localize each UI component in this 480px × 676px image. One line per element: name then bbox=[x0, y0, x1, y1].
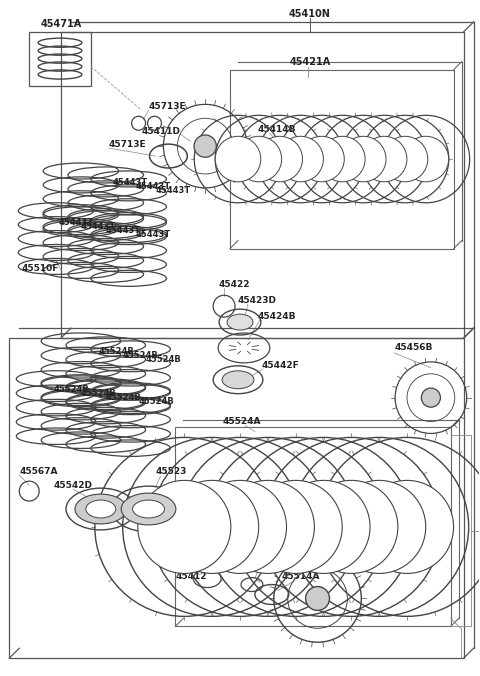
Circle shape bbox=[340, 137, 386, 182]
Text: 45412: 45412 bbox=[175, 572, 207, 581]
Circle shape bbox=[236, 137, 282, 182]
Circle shape bbox=[257, 137, 302, 182]
Text: 45524C: 45524C bbox=[175, 556, 214, 565]
Text: 45411D: 45411D bbox=[141, 126, 180, 136]
Circle shape bbox=[333, 481, 426, 573]
Text: 45524B: 45524B bbox=[139, 397, 174, 406]
Circle shape bbox=[249, 481, 342, 573]
Text: 45423D: 45423D bbox=[238, 295, 277, 305]
Text: 45524A: 45524A bbox=[222, 417, 261, 426]
Bar bbox=[175, 427, 451, 627]
Ellipse shape bbox=[86, 500, 116, 518]
Circle shape bbox=[194, 135, 216, 158]
Text: 45511E: 45511E bbox=[248, 562, 286, 571]
Text: 45414B: 45414B bbox=[258, 124, 296, 134]
Ellipse shape bbox=[121, 493, 176, 525]
Circle shape bbox=[277, 481, 370, 573]
Text: 45713E: 45713E bbox=[148, 102, 186, 111]
Circle shape bbox=[361, 137, 407, 182]
Text: 45443T: 45443T bbox=[136, 183, 171, 191]
Circle shape bbox=[306, 587, 329, 610]
Bar bbox=[9, 338, 464, 658]
Ellipse shape bbox=[132, 500, 165, 518]
Text: 45524B: 45524B bbox=[123, 352, 158, 360]
Circle shape bbox=[221, 481, 314, 573]
Text: 45542D: 45542D bbox=[53, 481, 92, 489]
Circle shape bbox=[278, 137, 324, 182]
Text: 45442F: 45442F bbox=[262, 362, 300, 370]
Text: 45524B: 45524B bbox=[81, 389, 117, 398]
Circle shape bbox=[320, 137, 365, 182]
Text: 45443T: 45443T bbox=[59, 218, 94, 227]
Text: 45567A: 45567A bbox=[19, 466, 58, 476]
Text: 45443T: 45443T bbox=[106, 226, 141, 235]
Text: 45471A: 45471A bbox=[40, 19, 82, 29]
Circle shape bbox=[382, 137, 428, 182]
Bar bbox=[230, 70, 454, 249]
Text: 45410N: 45410N bbox=[288, 9, 331, 19]
Circle shape bbox=[305, 481, 398, 573]
Text: 45456B: 45456B bbox=[394, 343, 432, 352]
Text: 45443T: 45443T bbox=[136, 230, 171, 239]
Text: 45443T: 45443T bbox=[156, 187, 191, 195]
Text: 45422: 45422 bbox=[218, 280, 250, 289]
Text: 45510F: 45510F bbox=[21, 264, 59, 273]
Text: 45524B: 45524B bbox=[53, 385, 89, 394]
Ellipse shape bbox=[75, 494, 127, 524]
Text: 45713E: 45713E bbox=[109, 140, 146, 149]
Circle shape bbox=[215, 137, 261, 182]
Circle shape bbox=[138, 481, 231, 573]
Text: 45524B: 45524B bbox=[106, 393, 142, 402]
Text: 45524B: 45524B bbox=[99, 347, 134, 356]
Circle shape bbox=[166, 481, 259, 573]
Circle shape bbox=[299, 137, 344, 182]
Circle shape bbox=[193, 481, 287, 573]
Text: 45424B: 45424B bbox=[258, 312, 296, 320]
Text: 45443T: 45443T bbox=[81, 222, 116, 231]
Circle shape bbox=[360, 481, 454, 573]
Bar bbox=[61, 32, 464, 338]
Ellipse shape bbox=[222, 371, 254, 389]
Bar bbox=[29, 32, 91, 87]
Circle shape bbox=[421, 388, 441, 407]
Ellipse shape bbox=[227, 314, 253, 330]
Text: 45514A: 45514A bbox=[282, 572, 320, 581]
Circle shape bbox=[403, 137, 449, 182]
Text: 45524B: 45524B bbox=[145, 356, 181, 364]
Text: 45443T: 45443T bbox=[113, 178, 148, 187]
Text: 45421A: 45421A bbox=[290, 57, 331, 67]
Text: 45523: 45523 bbox=[156, 466, 187, 476]
